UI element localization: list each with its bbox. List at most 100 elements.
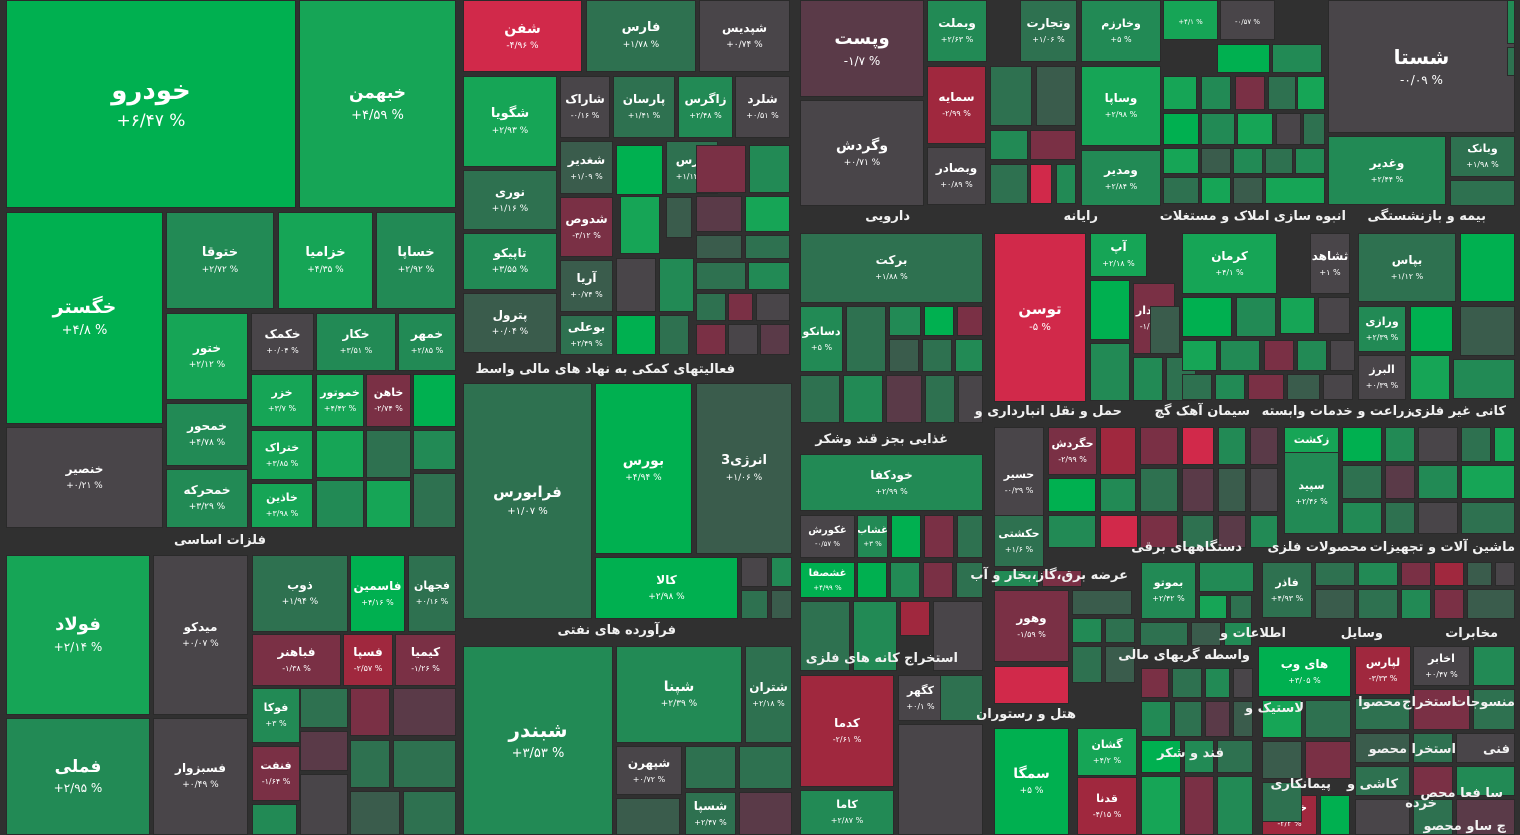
mini-tile[interactable] (1218, 427, 1246, 465)
mini-tile[interactable] (1141, 668, 1169, 698)
mini-tile[interactable] (1090, 343, 1130, 401)
mini-tile[interactable] (1287, 374, 1320, 400)
mini-tile[interactable] (1467, 562, 1492, 586)
tile-قدنا[interactable]: قدنا -۴/۱۵ % (1077, 777, 1137, 835)
mini-tile[interactable] (800, 375, 840, 423)
mini-tile[interactable] (1297, 76, 1325, 110)
mini-tile[interactable] (749, 145, 790, 193)
mini-tile[interactable] (1072, 590, 1132, 615)
tile-گشان[interactable]: گشان +۴/۲ % (1077, 728, 1137, 776)
mini-tile[interactable] (1355, 698, 1410, 730)
mini-tile[interactable] (957, 306, 983, 336)
mini-tile[interactable] (1056, 164, 1076, 204)
tile-فجهان[interactable]: فجهان +۰/۱۶ % (408, 555, 456, 632)
mini-tile[interactable] (1385, 427, 1415, 462)
mini-tile[interactable] (1473, 646, 1515, 686)
tile-نوری[interactable]: نوری +۱/۱۶ % (463, 170, 557, 230)
tile-شبندر[interactable]: شبندر +۳/۵۳ % (463, 646, 613, 835)
mini-tile[interactable] (1280, 297, 1315, 334)
mini-tile[interactable] (393, 688, 456, 736)
mini-tile[interactable] (1315, 589, 1355, 619)
tile-unnamed[interactable]: -۰/۵۷ % (1220, 0, 1275, 40)
mini-tile[interactable] (1235, 76, 1265, 110)
mini-tile[interactable] (1048, 478, 1096, 512)
mini-tile[interactable] (1495, 562, 1515, 586)
mini-tile[interactable] (1413, 766, 1453, 796)
mini-tile[interactable] (1141, 701, 1171, 737)
tile-شپهرن[interactable]: شپهرن +۰/۷۲ % (616, 746, 682, 795)
mini-tile[interactable] (1140, 515, 1178, 548)
tile-خموتور[interactable]: خموتور +۴/۴۲ % (316, 374, 364, 427)
mini-tile[interactable] (666, 197, 692, 238)
mini-tile[interactable] (366, 430, 411, 478)
mini-tile[interactable] (925, 375, 955, 423)
mini-tile[interactable] (1030, 164, 1052, 204)
mini-tile[interactable] (1133, 357, 1163, 401)
mini-tile[interactable] (1272, 44, 1322, 73)
mini-tile[interactable] (1163, 177, 1199, 204)
mini-tile[interactable] (771, 557, 792, 587)
tile-کرمان[interactable]: کرمان +۴/۱ % (1182, 233, 1277, 294)
tile-فسبزوار[interactable]: فسبزوار +۰/۴۹ % (153, 718, 248, 835)
tile-unnamed[interactable]: +۴/۱ % (1163, 0, 1218, 40)
tile-ومدیر[interactable]: ومدیر +۲/۸۴ % (1081, 150, 1161, 206)
mini-tile[interactable] (1264, 340, 1294, 371)
mini-tile[interactable] (990, 164, 1028, 204)
mini-tile[interactable] (745, 196, 790, 232)
mini-tile[interactable] (696, 324, 726, 355)
tile-خکمک[interactable]: خکمک +۰/۰۴ % (251, 313, 314, 371)
mini-tile[interactable] (1297, 340, 1327, 371)
mini-tile[interactable] (1320, 795, 1350, 835)
mini-tile[interactable] (956, 562, 983, 598)
mini-tile[interactable] (1305, 700, 1351, 738)
tile-غشصفا[interactable]: غشصفا +۴/۹۹ % (800, 562, 855, 598)
tile-خودرو[interactable]: خودرو +۶/۴۷ % (6, 0, 296, 208)
mini-tile[interactable] (1418, 502, 1458, 534)
mini-tile[interactable] (1217, 44, 1270, 73)
mini-tile[interactable] (1262, 782, 1302, 822)
tile-کدما[interactable]: کدما -۲/۶۱ % (800, 675, 894, 787)
mini-tile[interactable] (1453, 359, 1515, 399)
tile-فرابورس[interactable]: فرابورس +۱/۰۷ % (463, 383, 592, 619)
mini-tile[interactable] (1218, 515, 1246, 548)
mini-tile[interactable] (1184, 740, 1214, 773)
mini-tile[interactable] (616, 145, 663, 195)
mini-tile[interactable] (1418, 427, 1458, 462)
mini-tile[interactable] (994, 666, 1069, 704)
mini-tile[interactable] (1201, 148, 1231, 174)
mini-tile[interactable] (1100, 478, 1136, 512)
mini-tile[interactable] (745, 235, 790, 259)
tile-کاما[interactable]: کاما +۲/۸۷ % (800, 790, 894, 835)
tile-توسن[interactable]: توسن -۵ % (994, 233, 1086, 402)
tile-دسانکو[interactable]: دسانکو +۵ % (800, 306, 843, 372)
mini-tile[interactable] (659, 258, 694, 312)
tile-حکشتی[interactable]: حکشتی +۱/۶ % (994, 515, 1044, 567)
mini-tile[interactable] (1262, 741, 1302, 779)
mini-tile[interactable] (1305, 741, 1351, 779)
mini-tile[interactable] (1250, 427, 1278, 465)
mini-tile[interactable] (1507, 0, 1515, 44)
tile-ذوب[interactable]: ذوب +۱/۹۴ % (252, 555, 348, 632)
mini-tile[interactable] (760, 324, 790, 355)
mini-tile[interactable] (728, 293, 753, 321)
mini-tile[interactable] (1450, 180, 1515, 206)
tile-سمایه[interactable]: سمایه -۲/۹۹ % (927, 66, 986, 144)
mini-tile[interactable] (1141, 740, 1181, 773)
mini-tile[interactable] (1215, 374, 1245, 400)
mini-tile[interactable] (1048, 515, 1096, 548)
tile-انرژی3[interactable]: انرژی3 +۱/۰۶ % (696, 383, 792, 554)
mini-tile[interactable] (924, 515, 954, 558)
mini-tile[interactable] (1342, 427, 1382, 462)
tile-تاپیکو[interactable]: تاپیکو +۳/۵۵ % (463, 233, 557, 290)
tile-کگهر[interactable]: کگهر +۰/۱ % (898, 675, 943, 721)
mini-tile[interactable] (696, 293, 726, 321)
mini-tile[interactable] (413, 473, 456, 528)
tile-خاذین[interactable]: خاذین +۳/۹۸ % (251, 483, 313, 528)
tile-فنفت[interactable]: فنفت -۱/۶۴ % (252, 746, 300, 801)
mini-tile[interactable] (994, 570, 1039, 587)
tile-پترول[interactable]: پترول +۰/۰۴ % (463, 293, 557, 353)
mini-tile[interactable] (900, 601, 930, 636)
mini-tile[interactable] (1220, 340, 1260, 371)
tile-فولاد[interactable]: فولاد +۲/۱۴ % (6, 555, 150, 715)
tile-پارسان[interactable]: پارسان +۱/۴۱ % (613, 76, 675, 138)
